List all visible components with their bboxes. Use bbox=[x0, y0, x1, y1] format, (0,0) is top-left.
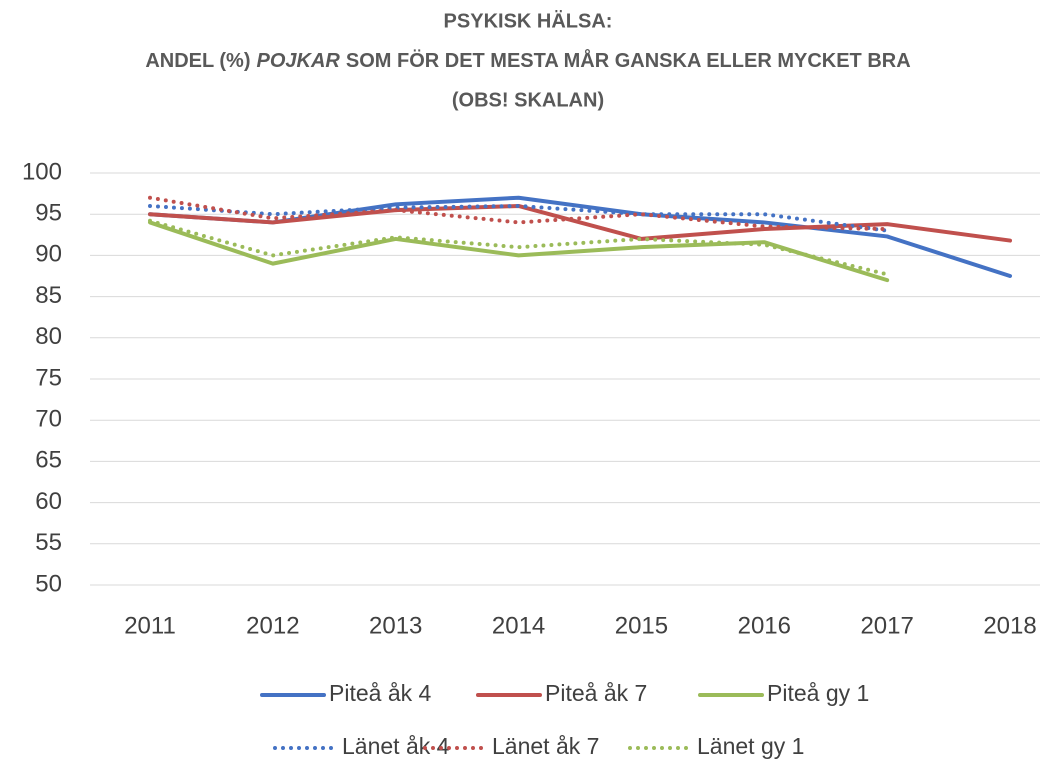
y-tick-label: 90 bbox=[35, 241, 62, 268]
legend-label: Piteå åk 7 bbox=[545, 680, 647, 706]
series-line bbox=[148, 203, 890, 233]
y-tick-label: 70 bbox=[35, 406, 62, 433]
y-tick-label: 100 bbox=[22, 158, 62, 185]
y-tick-label: 50 bbox=[35, 570, 62, 597]
chart-title: (OBS! SKALAN) bbox=[452, 89, 604, 111]
y-tick-label: 80 bbox=[35, 323, 62, 350]
chart-title: PSYKISK HÄLSA: bbox=[444, 9, 613, 32]
chart-title: ANDEL (%) POJKAR SOM FÖR DET MESTA MÅR GAN… bbox=[145, 48, 910, 72]
title-part: POJKAR bbox=[257, 50, 341, 72]
series-line bbox=[148, 220, 890, 283]
legend-label: Länet gy 1 bbox=[697, 733, 804, 759]
title-part: ANDEL (%) bbox=[145, 50, 250, 72]
title-part: SOM FÖR DET MESTA MÅR GANSKA ELLER MYCKE… bbox=[346, 48, 911, 72]
x-tick-label: 2012 bbox=[246, 612, 299, 639]
legend-label: Piteå åk 4 bbox=[329, 680, 431, 706]
y-tick-label: 95 bbox=[35, 200, 62, 227]
x-tick-label: 2015 bbox=[615, 612, 668, 639]
series-line bbox=[148, 195, 890, 232]
y-tick-label: 55 bbox=[35, 529, 62, 556]
x-tick-label: 2014 bbox=[492, 612, 545, 639]
x-tick-label: 2017 bbox=[860, 612, 913, 639]
x-tick-label: 2013 bbox=[369, 612, 422, 639]
legend-label: Länet åk 4 bbox=[342, 733, 450, 759]
x-tick-label: 2016 bbox=[738, 612, 791, 639]
y-tick-label: 85 bbox=[35, 282, 62, 309]
y-tick-label: 60 bbox=[35, 488, 62, 515]
series-line bbox=[148, 218, 890, 277]
y-tick-label: 75 bbox=[35, 364, 62, 391]
series-line bbox=[148, 203, 1013, 243]
x-tick-label: 2011 bbox=[124, 612, 176, 639]
x-tick-label: 2018 bbox=[983, 612, 1036, 639]
y-tick-label: 65 bbox=[35, 447, 62, 474]
legend-label: Länet åk 7 bbox=[492, 733, 599, 759]
legend-label: Piteå gy 1 bbox=[767, 680, 869, 706]
